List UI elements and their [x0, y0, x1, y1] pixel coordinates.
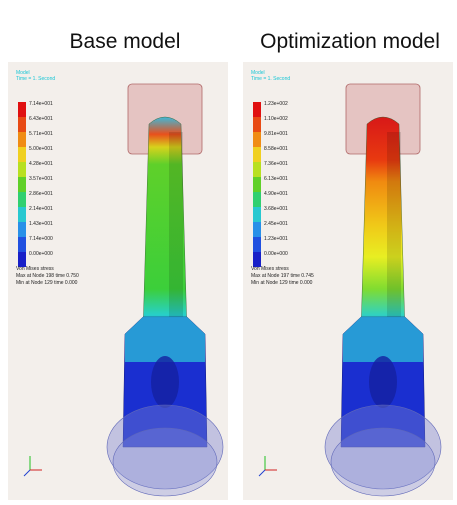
- color-block: [253, 117, 261, 132]
- footer-text: Max at Node 198 time 0.750: [16, 273, 79, 279]
- color-block: [253, 222, 261, 237]
- footer-text: Min at Node 129 time 0.000: [16, 280, 78, 286]
- legend-label: 6.43e+001: [29, 116, 53, 122]
- legend-label: 0.00e+000: [264, 251, 288, 257]
- color-block: [18, 222, 26, 237]
- figure: Base modelModelTime = 1. Second7.14e+001…: [0, 0, 457, 505]
- legend-label: 1.23e+002: [264, 101, 288, 107]
- header-text: Time = 1. Second: [251, 76, 290, 82]
- legend-label: 1.10e+002: [264, 116, 288, 122]
- footer-text: Von Mises stress: [251, 266, 289, 272]
- color-block: [18, 177, 26, 192]
- color-block: [18, 252, 26, 267]
- crank-disc: [331, 428, 435, 496]
- legend-label: 2.14e+001: [29, 206, 53, 212]
- header-text: Time = 1. Second: [16, 76, 55, 82]
- rod-shade: [387, 132, 401, 332]
- color-block: [18, 207, 26, 222]
- legend-label: 8.58e+001: [264, 146, 288, 152]
- color-block: [253, 132, 261, 147]
- footer-text: Von Mises stress: [16, 266, 54, 272]
- color-block: [18, 117, 26, 132]
- legend-label: 6.13e+001: [264, 176, 288, 182]
- legend-label: 9.81e+001: [264, 131, 288, 137]
- panel-title: Optimization model: [260, 30, 440, 53]
- footer-text: Min at Node 129 time 0.000: [251, 280, 313, 286]
- color-block: [253, 177, 261, 192]
- color-block: [253, 147, 261, 162]
- color-block: [18, 162, 26, 177]
- color-block: [253, 102, 261, 117]
- legend-label: 7.14e+001: [29, 101, 53, 107]
- legend-label: 1.23e+001: [264, 236, 288, 242]
- legend-label: 5.71e+001: [29, 131, 53, 137]
- color-block: [18, 147, 26, 162]
- legend-label: 3.68e+001: [264, 206, 288, 212]
- legend-label: 5.00e+001: [29, 146, 53, 152]
- bore: [369, 356, 397, 408]
- legend-label: 4.28e+001: [29, 161, 53, 167]
- color-block: [18, 102, 26, 117]
- footer-text: Max at Node 197 time 0.745: [251, 273, 314, 279]
- color-block: [18, 192, 26, 207]
- color-block: [253, 237, 261, 252]
- legend-label: 4.90e+001: [264, 191, 288, 197]
- color-block: [253, 252, 261, 267]
- bore: [151, 356, 179, 408]
- panel-title: Base model: [70, 30, 181, 53]
- legend-label: 7.14e+000: [29, 236, 53, 242]
- color-block: [18, 237, 26, 252]
- color-block: [253, 207, 261, 222]
- legend-label: 1.43e+001: [29, 221, 53, 227]
- color-block: [253, 192, 261, 207]
- legend-label: 2.86e+001: [29, 191, 53, 197]
- legend-label: 2.45e+001: [264, 221, 288, 227]
- big-end-top: [125, 317, 205, 362]
- legend-label: 3.57e+001: [29, 176, 53, 182]
- crank-disc: [113, 428, 217, 496]
- rod-shade: [169, 132, 183, 332]
- legend-label: 0.00e+000: [29, 251, 53, 257]
- color-block: [253, 162, 261, 177]
- legend-label: 7.36e+001: [264, 161, 288, 167]
- big-end-top: [343, 317, 423, 362]
- color-block: [18, 132, 26, 147]
